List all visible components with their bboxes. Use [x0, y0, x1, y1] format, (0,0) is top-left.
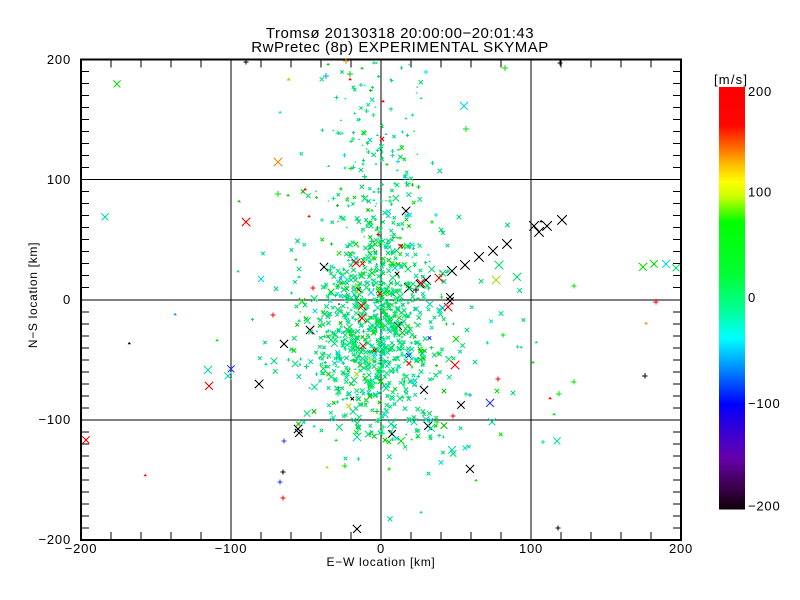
svg-text:100: 100 [519, 541, 543, 556]
svg-text:−200: −200 [65, 541, 97, 556]
svg-text:−100: −100 [215, 541, 247, 556]
svg-text:−100: −100 [748, 396, 780, 411]
svg-text:−100: −100 [39, 412, 71, 427]
svg-text:100: 100 [47, 172, 71, 187]
svg-text:200: 200 [47, 52, 71, 67]
svg-text:100: 100 [748, 185, 772, 200]
svg-text:0: 0 [748, 290, 756, 305]
svg-text:0: 0 [63, 292, 71, 307]
svg-text:−200: −200 [748, 499, 780, 514]
svg-text:N−S location [km]: N−S location [km] [26, 242, 40, 348]
svg-text:200: 200 [669, 541, 693, 556]
svg-text:−200: −200 [39, 532, 71, 547]
svg-text:200: 200 [748, 84, 772, 99]
svg-text:0: 0 [377, 541, 385, 556]
svg-text:Tromsø 20130318 20:00:00−20:01: Tromsø 20130318 20:00:00−20:01:43 [266, 25, 534, 42]
svg-text:[m/s]: [m/s] [714, 72, 748, 87]
svg-text:E−W location [km]: E−W location [km] [327, 555, 436, 569]
svg-text:RwPretec (8p) EXPERIMENTAL SKY: RwPretec (8p) EXPERIMENTAL SKYMAP [251, 39, 548, 56]
